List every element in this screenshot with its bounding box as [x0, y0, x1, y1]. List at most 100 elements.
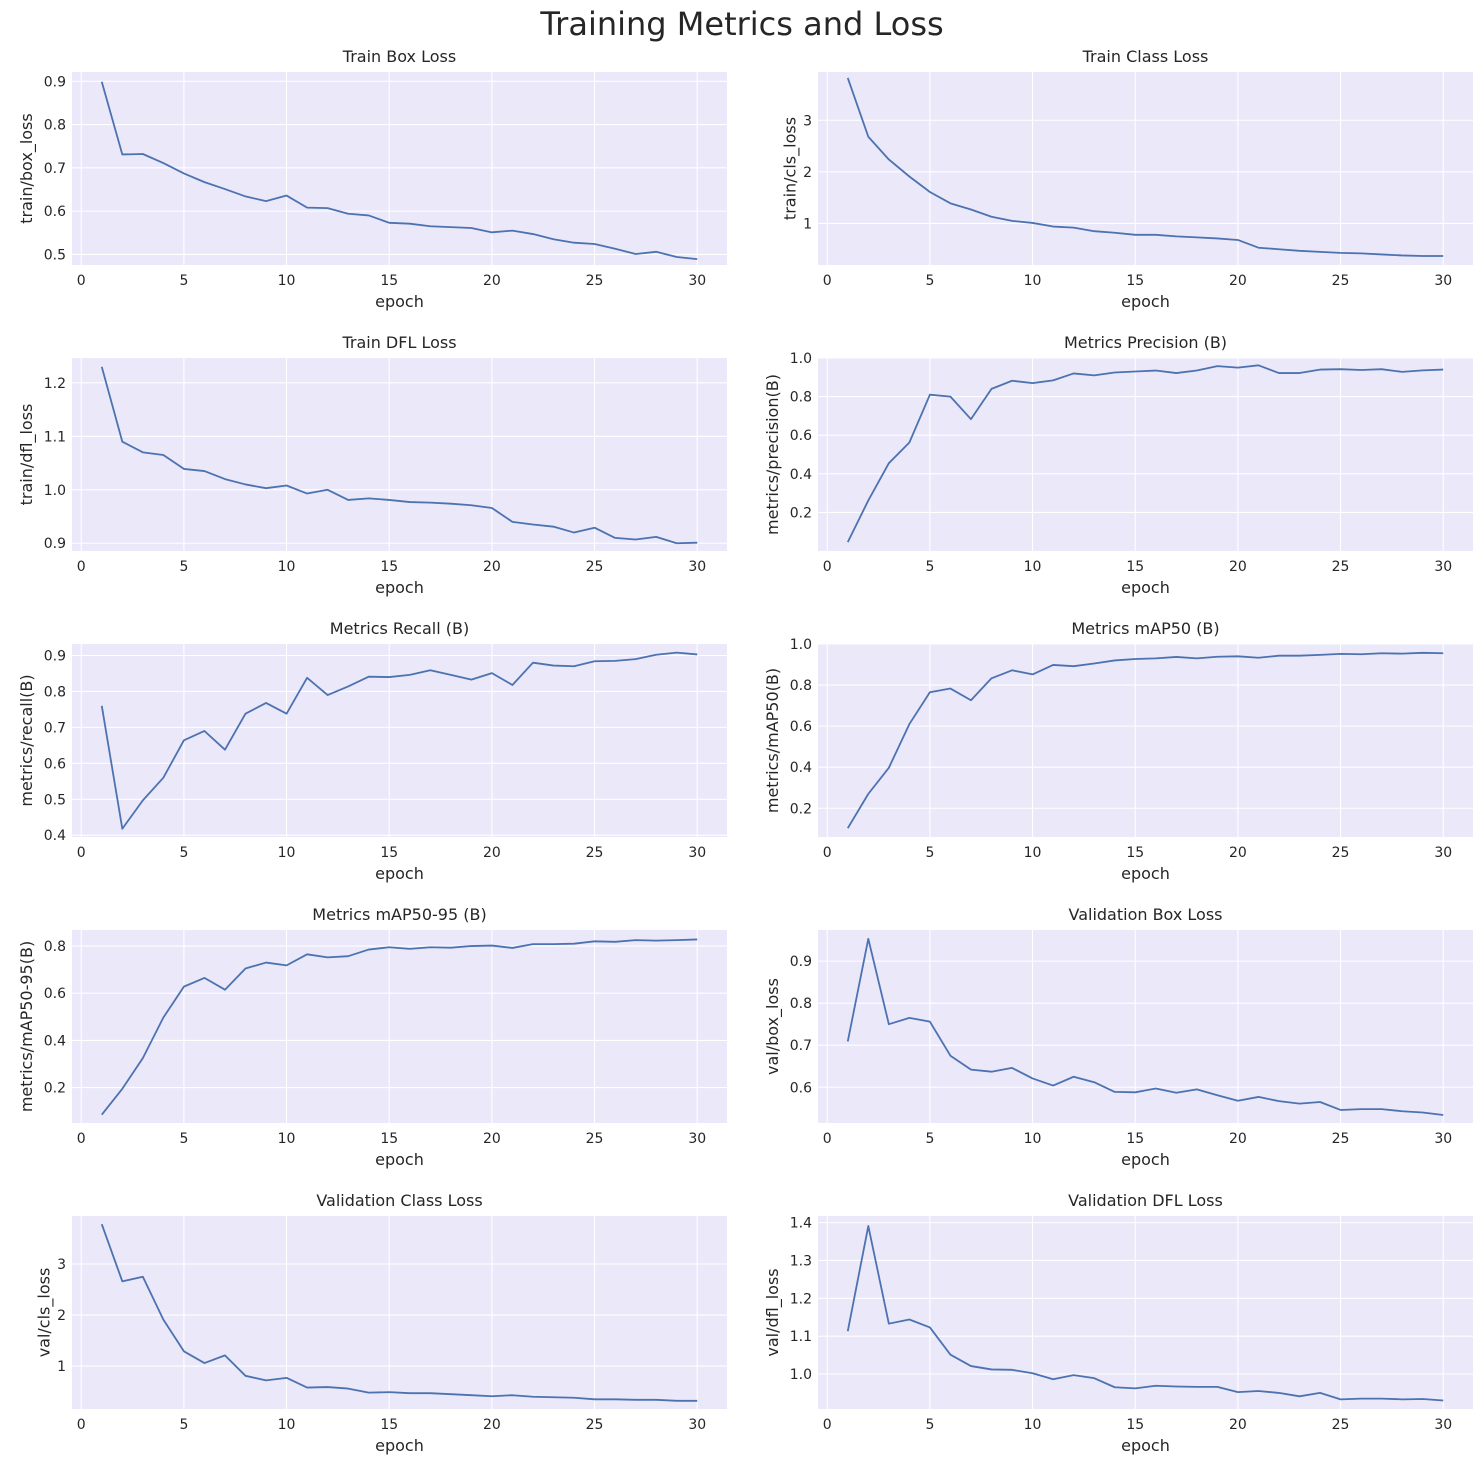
x-tick-label: 5 — [179, 1417, 188, 1433]
x-tick-label: 15 — [380, 845, 398, 861]
plot-area — [72, 358, 727, 551]
y-tick-label: 1.1 — [790, 1329, 812, 1345]
y-tick-label: 0.2 — [44, 1081, 66, 1097]
subplot-title: Train Box Loss — [342, 47, 456, 66]
plot-area — [818, 358, 1473, 551]
x-tick-label: 20 — [483, 845, 501, 861]
y-tick-label: 0.8 — [790, 996, 812, 1012]
x-tick-label: 10 — [278, 1417, 296, 1433]
x-tick-label: 30 — [688, 1131, 706, 1147]
y-tick-label: 1.0 — [790, 637, 812, 653]
x-tick-label: 15 — [380, 559, 398, 575]
x-axis-label: epoch — [1121, 1436, 1170, 1455]
x-tick-label: 25 — [586, 273, 604, 289]
plot-area — [818, 930, 1473, 1123]
y-axis-label: val/dfl_loss — [763, 1268, 783, 1356]
x-axis-label: epoch — [1121, 864, 1170, 883]
subplot-metrics-map50-b: 0 5 10 15 20 25 30 0.2 0.4 0.6 0.8 1.0 Metrics mAP50… — [763, 619, 1473, 883]
y-tick-label: 1.2 — [44, 376, 66, 392]
subplot-title: Train DFL Loss — [341, 333, 456, 352]
x-tick-label: 25 — [1332, 1131, 1350, 1147]
y-tick-label: 0.2 — [790, 505, 812, 521]
y-tick-label: 1 — [57, 1359, 66, 1375]
x-tick-label: 5 — [925, 559, 934, 575]
y-tick-label: 0.4 — [44, 828, 66, 844]
x-tick-label: 30 — [1434, 273, 1452, 289]
y-axis-label: train/cls_loss — [780, 117, 800, 220]
x-tick-label: 10 — [1024, 1131, 1042, 1147]
plot-area — [72, 1216, 727, 1409]
y-tick-label: 1.4 — [790, 1216, 812, 1232]
subplot-metrics-map50-95-b: 0 5 10 15 20 25 300.20.40.60.8Metrics mAP50-95… — [17, 905, 727, 1169]
x-tick-label: 0 — [823, 845, 832, 861]
x-tick-label: 5 — [925, 845, 934, 861]
subplot-train-box-loss: 0 5 10 15 20 25 30 0.5 0.6 0.7 0.8 0.9 Train Box Los… — [17, 47, 727, 311]
y-tick-label: 1.1 — [44, 429, 66, 445]
x-tick-label: 0 — [77, 1131, 86, 1147]
x-tick-label: 30 — [688, 845, 706, 861]
y-tick-label: 1 — [803, 216, 812, 232]
plot-area — [818, 1216, 1473, 1409]
x-tick-label: 20 — [483, 273, 501, 289]
subplot-title: Train Class Loss — [1082, 47, 1209, 66]
y-tick-label: 0.6 — [790, 719, 812, 735]
y-axis-label: metrics/precision(B) — [763, 374, 782, 535]
x-axis-label: epoch — [375, 864, 424, 883]
x-axis-label: epoch — [375, 1150, 424, 1169]
x-tick-label: 5 — [179, 559, 188, 575]
x-axis-label: epoch — [1121, 292, 1170, 311]
y-tick-label: 0.8 — [790, 678, 812, 694]
y-axis-label: train/box_loss — [17, 113, 37, 223]
y-tick-label: 0.6 — [44, 986, 66, 1002]
x-tick-label: 15 — [1126, 845, 1144, 861]
y-axis-label: train/dfl_loss — [17, 404, 37, 506]
subplot-metrics-recall-b: 0 5 10 15 20 25 300.40.50.60.70.80.9Metrics Re… — [17, 619, 727, 883]
y-tick-label: 0.7 — [44, 720, 66, 736]
x-tick-label: 20 — [1229, 559, 1247, 575]
y-tick-label: 0.4 — [790, 760, 812, 776]
x-tick-label: 0 — [823, 273, 832, 289]
y-tick-label: 0.5 — [44, 247, 66, 263]
x-tick-label: 10 — [278, 845, 296, 861]
subplot-title: Validation Box Loss — [1068, 905, 1222, 924]
x-tick-label: 15 — [380, 1131, 398, 1147]
subplot-title: Metrics mAP50 (B) — [1071, 619, 1219, 638]
x-tick-label: 15 — [380, 273, 398, 289]
y-tick-label: 0.5 — [44, 792, 66, 808]
y-tick-label: 0.4 — [44, 1033, 66, 1049]
x-tick-label: 30 — [688, 1417, 706, 1433]
x-tick-label: 25 — [1332, 559, 1350, 575]
x-tick-label: 5 — [179, 845, 188, 861]
plot-area — [818, 72, 1473, 265]
x-tick-label: 15 — [1126, 1131, 1144, 1147]
subplot-title: Metrics Precision (B) — [1064, 333, 1227, 352]
x-tick-label: 10 — [278, 273, 296, 289]
subplot-title: Validation DFL Loss — [1068, 1191, 1223, 1210]
y-tick-label: 0.6 — [44, 204, 66, 220]
x-tick-label: 25 — [586, 1417, 604, 1433]
subplot-title: Metrics Recall (B) — [330, 619, 469, 638]
x-tick-label: 10 — [1024, 845, 1042, 861]
x-tick-label: 10 — [1024, 559, 1042, 575]
y-tick-label: 2 — [57, 1308, 66, 1324]
y-axis-label: val/cls_loss — [34, 1268, 54, 1358]
x-tick-label: 0 — [77, 559, 86, 575]
x-tick-label: 20 — [483, 559, 501, 575]
y-tick-label: 0.9 — [790, 954, 812, 970]
x-tick-label: 25 — [586, 559, 604, 575]
y-tick-label: 3 — [57, 1257, 66, 1273]
y-tick-label: 0.9 — [44, 649, 66, 665]
x-tick-label: 30 — [688, 559, 706, 575]
x-tick-label: 5 — [925, 1131, 934, 1147]
x-tick-label: 10 — [278, 1131, 296, 1147]
y-tick-label: 0.8 — [44, 118, 66, 134]
x-tick-label: 0 — [823, 1131, 832, 1147]
y-tick-label: 3 — [803, 113, 812, 129]
x-tick-label: 20 — [1229, 273, 1247, 289]
x-tick-label: 5 — [179, 1131, 188, 1147]
x-tick-label: 0 — [823, 559, 832, 575]
y-tick-label: 0.2 — [790, 801, 812, 817]
x-tick-label: 20 — [1229, 1131, 1247, 1147]
y-tick-label: 0.8 — [790, 390, 812, 406]
x-tick-label: 5 — [925, 273, 934, 289]
